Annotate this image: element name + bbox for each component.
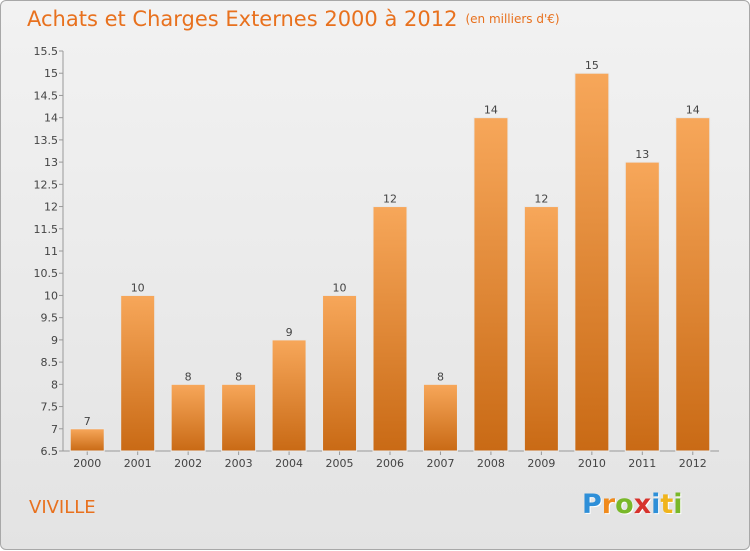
data-label: 7: [84, 415, 91, 428]
x-tick-label: 2011: [628, 457, 656, 470]
y-tick-label: 12: [44, 201, 58, 214]
bar: [271, 339, 307, 452]
logo-letter: i: [651, 489, 661, 520]
y-tick-label: 7.5: [41, 401, 59, 414]
logo-letter: P: [582, 489, 602, 520]
y-tick-label: 7: [51, 423, 58, 436]
data-label: 12: [534, 193, 548, 206]
bar: [221, 383, 257, 452]
commune-name: VIVILLE: [29, 497, 96, 518]
x-tick-label: 2008: [477, 457, 505, 470]
logo-letter: t: [660, 489, 674, 520]
y-tick-label: 15: [44, 67, 58, 80]
data-label: 12: [383, 193, 397, 206]
bar: [473, 117, 509, 452]
bar: [574, 72, 610, 452]
logo-letter: o: [615, 489, 634, 520]
y-tick-label: 10.5: [34, 267, 59, 280]
data-label: 8: [235, 370, 242, 383]
bar: [372, 206, 408, 452]
bar: [120, 294, 156, 452]
y-tick-label: 12.5: [34, 178, 59, 191]
chart-title: Achats et Charges Externes 2000 à 2012: [27, 7, 458, 31]
y-tick-label: 9: [51, 334, 58, 347]
x-tick-label: 2005: [326, 457, 354, 470]
axis-layer: 6.5 7 7.5 8 8.5 9 9.5 10 10.5 11 11.5 12 12.5 13 13.5 1…: [34, 45, 719, 470]
y-tick-label: 11: [44, 245, 58, 258]
y-tick-label: 8.5: [41, 356, 59, 369]
data-label: 8: [185, 370, 192, 383]
y-tick-label: 11.5: [34, 223, 59, 236]
bar: [523, 206, 559, 452]
x-tick-label: 2001: [124, 457, 152, 470]
x-tick-label: 2007: [426, 457, 454, 470]
proxiti-logo: Proxiti: [582, 489, 683, 520]
data-label: 14: [484, 104, 498, 117]
data-label: 8: [437, 370, 444, 383]
unit-label: (en milliers d'€): [465, 12, 560, 26]
x-tick-label: 2002: [174, 457, 202, 470]
y-tick-label: 9.5: [41, 312, 59, 325]
x-tick-label: 2012: [679, 457, 707, 470]
bar-layer: [69, 72, 711, 452]
x-tick-label: 2006: [376, 457, 404, 470]
data-label: 9: [286, 326, 293, 339]
data-label: 13: [635, 148, 649, 161]
logo-letter: r: [601, 489, 616, 520]
y-tick-label: 13.5: [34, 134, 59, 147]
logo-letter: x: [633, 489, 652, 520]
bar: [675, 117, 711, 452]
data-label: 14: [686, 104, 700, 117]
bar: [422, 383, 458, 452]
y-tick-label: 13: [44, 156, 58, 169]
y-tick-label: 14: [44, 112, 58, 125]
bar: [170, 383, 206, 452]
logo-letter: i: [673, 489, 683, 520]
data-label: 10: [131, 281, 145, 294]
x-tick-label: 2010: [578, 457, 606, 470]
data-label: 10: [333, 281, 347, 294]
x-tick-label: 2003: [225, 457, 253, 470]
bar: [624, 161, 660, 452]
y-tick-label: 10: [44, 289, 58, 302]
x-tick-label: 2009: [527, 457, 555, 470]
y-tick-label: 14.5: [34, 89, 59, 102]
data-label: 15: [585, 59, 599, 72]
bar: [322, 294, 358, 452]
bar: [69, 428, 105, 452]
x-tick-label: 2000: [73, 457, 101, 470]
label-layer: 7 10 8 8 9 10 12 8 14 12 15 13 14: [84, 59, 700, 428]
y-tick-label: 15.5: [34, 45, 59, 58]
y-tick-label: 8: [51, 378, 58, 391]
chart-title-block: Achats et Charges Externes 2000 à 2012 (e…: [27, 7, 560, 31]
y-tick-label: 6.5: [41, 445, 59, 458]
x-tick-label: 2004: [275, 457, 303, 470]
